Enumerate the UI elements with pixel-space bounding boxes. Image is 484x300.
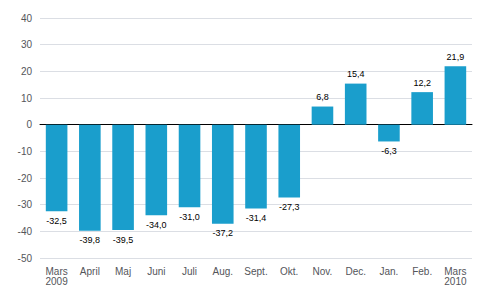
svg-text:Aug.: Aug. bbox=[212, 266, 233, 277]
svg-text:15,4: 15,4 bbox=[347, 69, 365, 79]
svg-text:Dec.: Dec. bbox=[345, 266, 366, 277]
svg-text:6,8: 6,8 bbox=[316, 92, 329, 102]
svg-text:-20: -20 bbox=[18, 173, 33, 184]
svg-text:Mars: Mars bbox=[45, 265, 68, 277]
svg-text:2010: 2010 bbox=[444, 276, 467, 287]
svg-text:21,9: 21,9 bbox=[447, 52, 465, 62]
svg-text:Okt.: Okt. bbox=[280, 266, 298, 277]
svg-text:0: 0 bbox=[26, 119, 32, 130]
svg-text:12,2: 12,2 bbox=[413, 78, 431, 88]
svg-text:Sept.: Sept. bbox=[244, 266, 267, 277]
svg-text:Juli: Juli bbox=[182, 266, 197, 277]
svg-text:-31,0: -31,0 bbox=[179, 212, 200, 222]
svg-text:-31,4: -31,4 bbox=[246, 213, 267, 223]
svg-text:20: 20 bbox=[21, 66, 33, 77]
svg-text:-40: -40 bbox=[18, 226, 33, 237]
svg-text:-50: -50 bbox=[18, 253, 33, 264]
svg-text:-34,0: -34,0 bbox=[146, 220, 167, 230]
svg-text:-39,8: -39,8 bbox=[80, 235, 101, 245]
svg-text:40: 40 bbox=[21, 13, 33, 24]
svg-text:April: April bbox=[80, 266, 100, 277]
svg-text:-27,3: -27,3 bbox=[279, 202, 300, 212]
svg-text:-10: -10 bbox=[18, 146, 33, 157]
svg-text:-37,2: -37,2 bbox=[213, 228, 234, 238]
svg-text:Maj: Maj bbox=[115, 266, 131, 277]
svg-text:30: 30 bbox=[21, 39, 33, 50]
svg-text:Jan.: Jan. bbox=[379, 266, 398, 277]
svg-text:Nov.: Nov. bbox=[313, 266, 333, 277]
svg-text:-39,5: -39,5 bbox=[113, 235, 134, 245]
svg-text:2009: 2009 bbox=[45, 276, 68, 287]
svg-text:-30: -30 bbox=[18, 199, 33, 210]
svg-text:Juni: Juni bbox=[147, 266, 165, 277]
svg-text:Mars: Mars bbox=[444, 265, 467, 277]
svg-text:-32,5: -32,5 bbox=[46, 216, 67, 226]
svg-text:-6,3: -6,3 bbox=[381, 146, 397, 156]
svg-text:Feb.: Feb. bbox=[412, 266, 432, 277]
svg-text:10: 10 bbox=[21, 93, 33, 104]
